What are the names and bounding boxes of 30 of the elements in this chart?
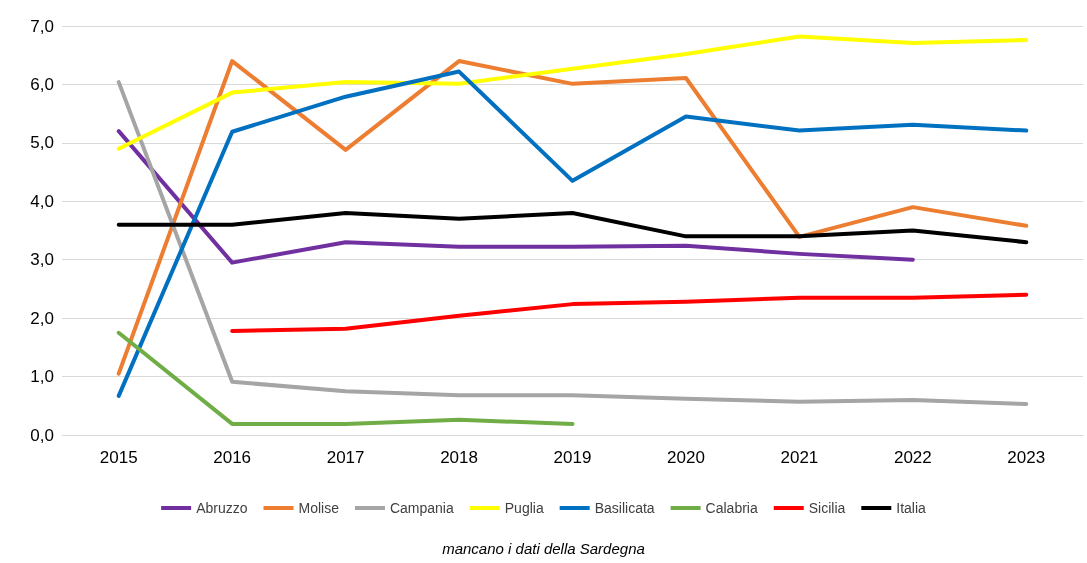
x-tick-label: 2017 — [326, 448, 365, 467]
x-tick-label: 2015 — [99, 448, 138, 467]
legend-label: Sicilia — [808, 500, 846, 516]
x-tick-label: 2023 — [1007, 448, 1046, 467]
line-series — [116, 129, 915, 265]
y-tick-label: 4,0 — [30, 191, 54, 211]
line-series — [116, 210, 1029, 245]
legend-label: Molise — [298, 500, 340, 516]
legend-label: Italia — [896, 500, 927, 516]
legend-label: Campania — [389, 500, 454, 516]
line-series — [230, 292, 1029, 333]
legend-label: Abruzzo — [196, 500, 248, 516]
y-tick-label: 0,0 — [30, 425, 54, 445]
y-tick-label: 3,0 — [30, 250, 54, 270]
y-tick-label: 1,0 — [30, 367, 54, 387]
x-tick-label: 2019 — [553, 448, 592, 467]
legend-label: Calabria — [705, 500, 758, 516]
y-tick-label: 2,0 — [30, 308, 54, 328]
x-tick-label: 2022 — [893, 448, 932, 467]
x-tick-label: 2018 — [440, 448, 478, 467]
y-tick-label: 7,0 — [30, 16, 54, 36]
legend-label: Puglia — [504, 500, 544, 516]
x-tick-label: 2021 — [780, 448, 819, 467]
x-tick-label: 2020 — [667, 448, 705, 467]
y-tick-label: 5,0 — [30, 133, 54, 153]
y-tick-label: 6,0 — [30, 74, 54, 94]
text: mancano i dati della Sardegna — [442, 540, 645, 557]
x-tick-label: 2016 — [213, 448, 252, 467]
line-series — [116, 34, 1029, 151]
legend-label: Basilicata — [594, 500, 655, 516]
